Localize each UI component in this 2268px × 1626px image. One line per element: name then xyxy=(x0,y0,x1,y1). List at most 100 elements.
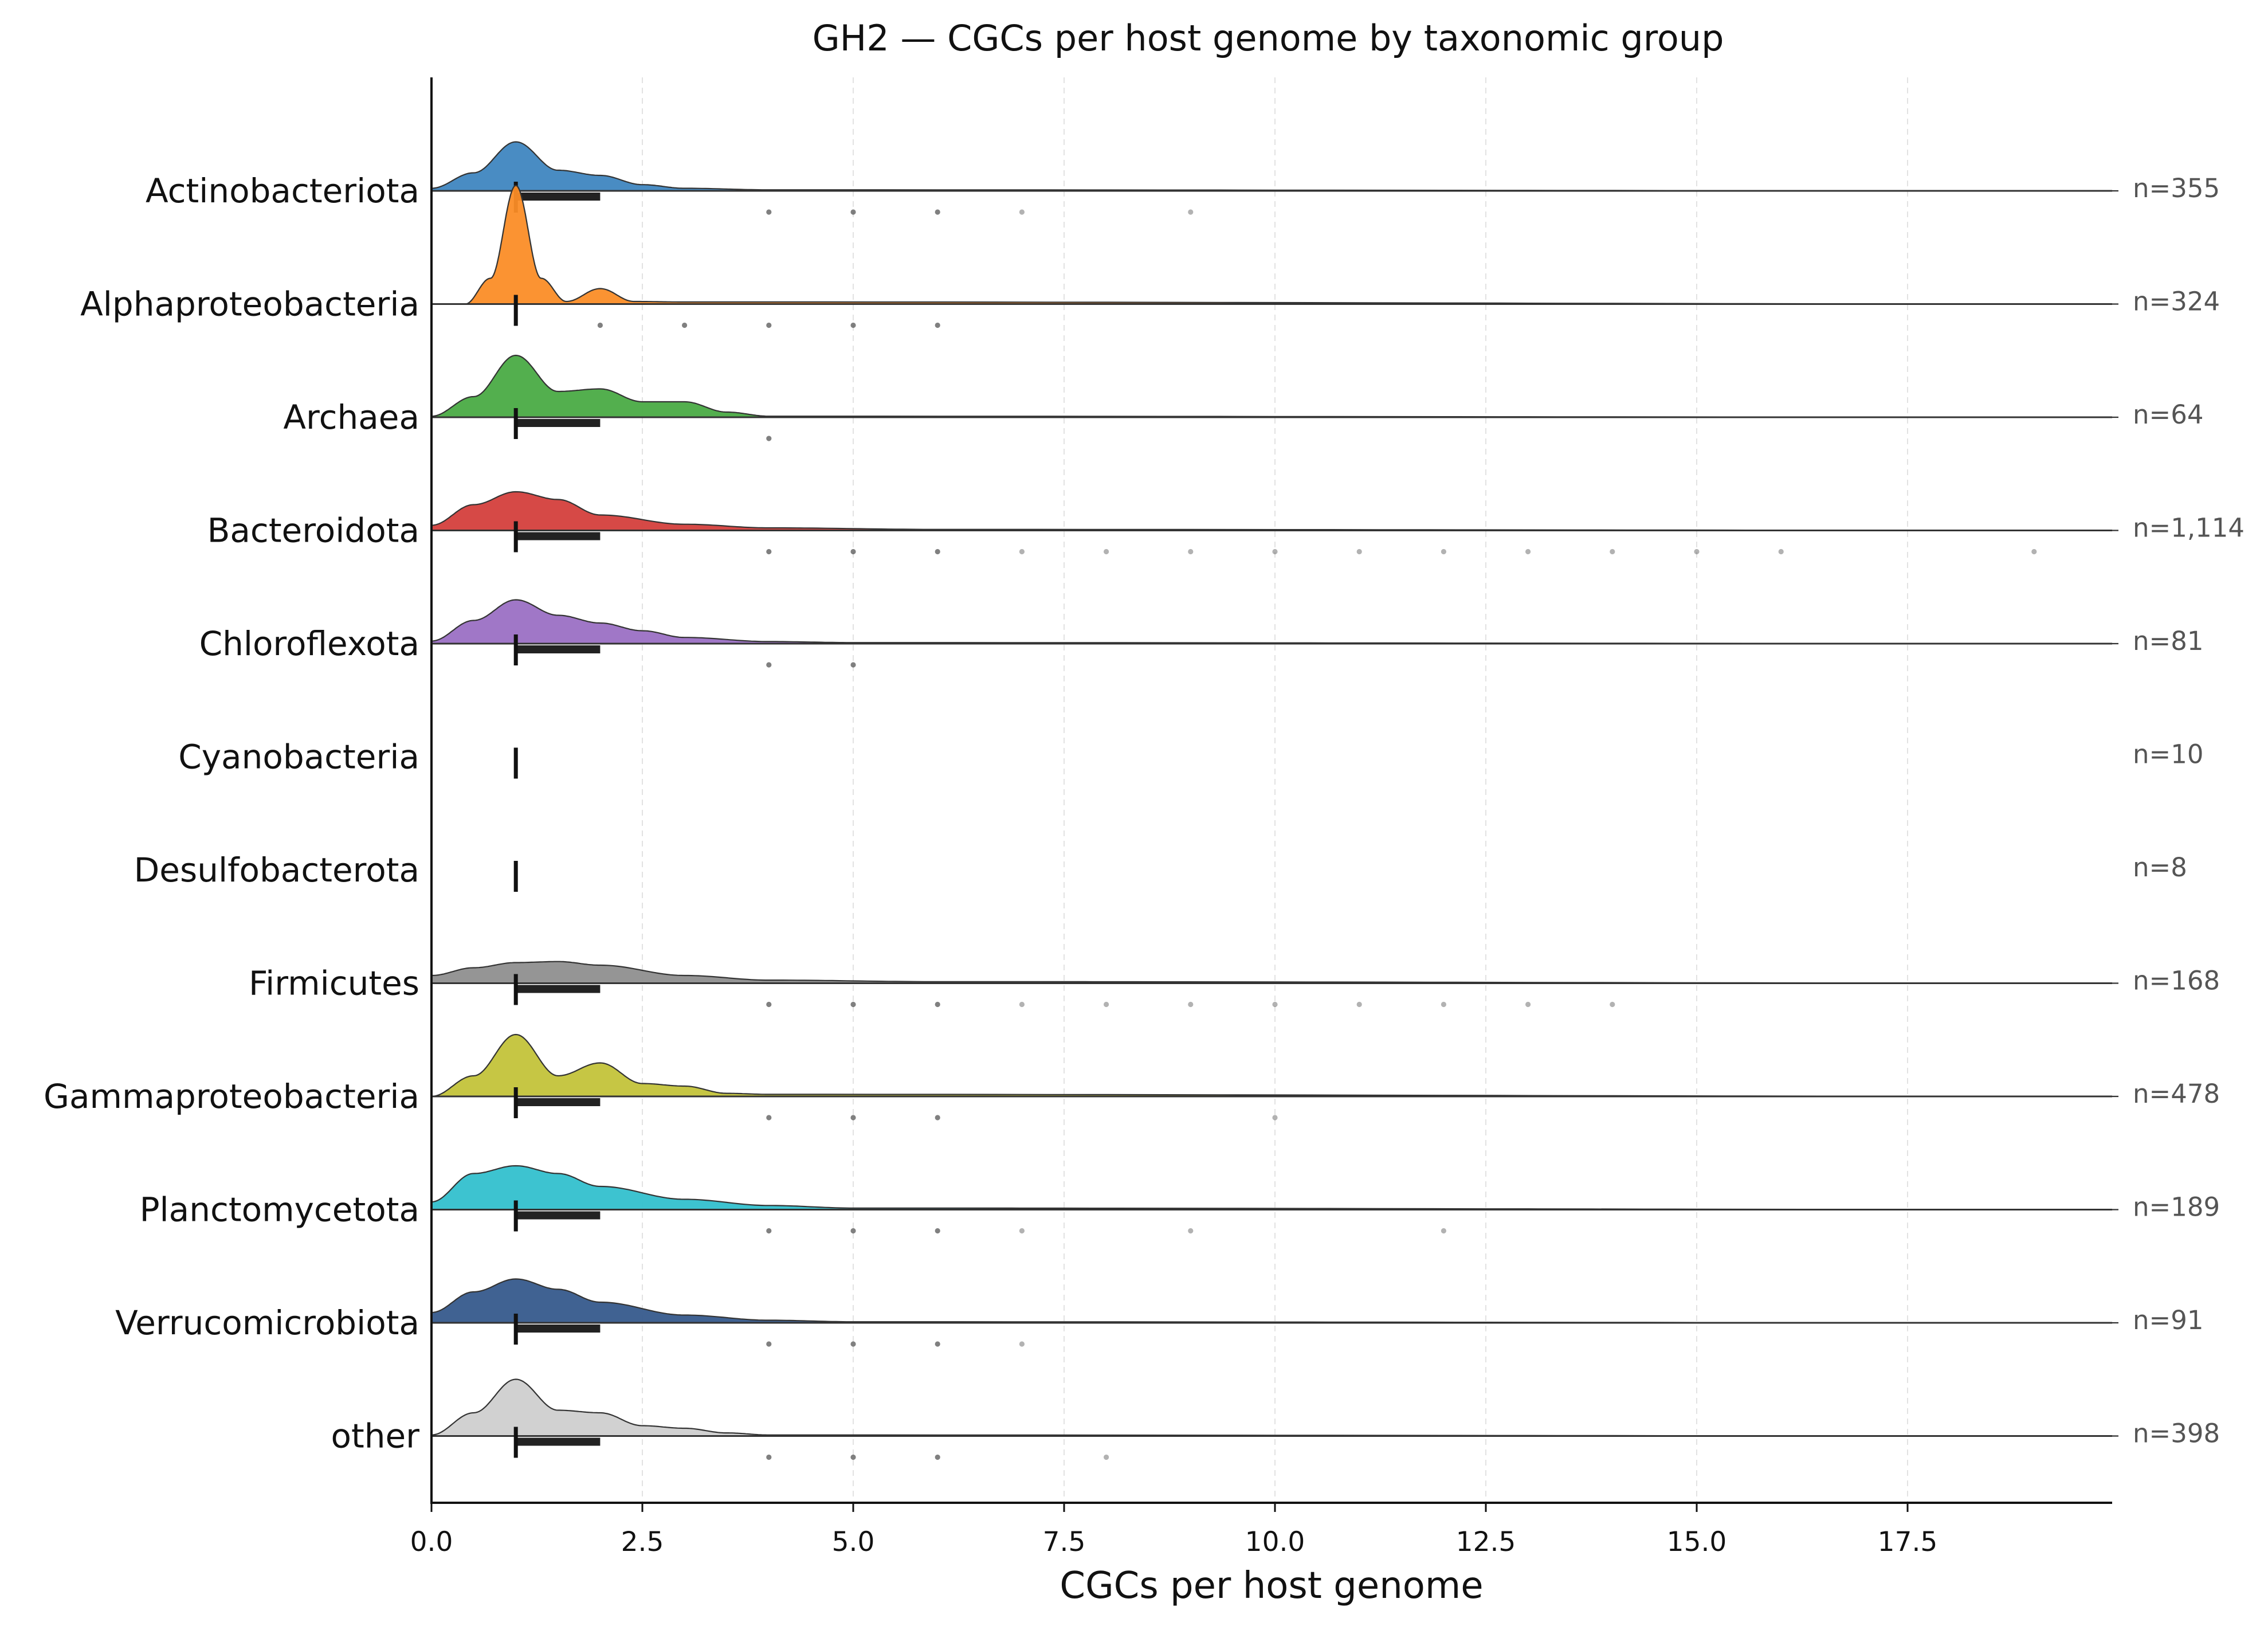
x-tick-label: 12.5 xyxy=(1456,1526,1516,1558)
density-area xyxy=(465,185,2118,305)
x-tick-label: 10.0 xyxy=(1245,1526,1305,1558)
outlier-point xyxy=(766,1115,772,1120)
sample-count-label: n=478 xyxy=(2133,1079,2220,1109)
outlier-point xyxy=(766,548,772,555)
sample-count-label: n=91 xyxy=(2133,1305,2204,1335)
x-axis-label: CGCs per host genome xyxy=(1060,1565,1483,1607)
x-tick-label: 2.5 xyxy=(621,1526,664,1558)
outlier-point xyxy=(935,548,940,555)
outlier-point xyxy=(1019,1228,1025,1234)
outlier-point xyxy=(766,209,772,215)
outlier-point xyxy=(1610,1001,1615,1008)
density-area xyxy=(430,141,2118,192)
y-tick-label: Alphaproteobacteria xyxy=(80,285,419,324)
outlier-point xyxy=(850,1115,856,1120)
outlier-point xyxy=(1019,1341,1025,1347)
density-area xyxy=(430,1165,2118,1210)
sample-count-label: n=355 xyxy=(2133,173,2220,203)
x-tick-label: 7.5 xyxy=(1043,1526,1086,1558)
ridge-row: Alphaproteobacteria n=324 xyxy=(80,185,2220,328)
sample-count-label: n=324 xyxy=(2133,287,2220,317)
sample-count-label: n=8 xyxy=(2133,852,2187,883)
outlier-point xyxy=(850,662,856,668)
outlier-point xyxy=(850,1454,856,1460)
ridge-row: other n=398 xyxy=(331,1378,2220,1460)
sample-count-label: n=81 xyxy=(2133,626,2204,656)
outlier-point xyxy=(1272,1001,1278,1008)
outlier-point xyxy=(1610,548,1615,555)
outlier-point xyxy=(766,1001,772,1008)
outlier-point xyxy=(1104,548,1109,555)
chart-title: GH2 — CGCs per host genome by taxonomic … xyxy=(813,17,1724,59)
ridge-row: Actinobacteriota n=355 xyxy=(146,141,2220,215)
ridge-row: Chloroflexota n=81 xyxy=(199,599,2204,668)
sample-count-label: n=1,114 xyxy=(2133,513,2245,543)
y-tick-label: Desulfobacterota xyxy=(134,851,419,890)
outlier-point xyxy=(766,1228,772,1234)
density-area xyxy=(430,491,2118,531)
x-tick-label: 17.5 xyxy=(1878,1526,1938,1558)
x-tick-label: 5.0 xyxy=(832,1526,875,1558)
x-tick-label: 0.0 xyxy=(410,1526,453,1558)
sample-count-label: n=168 xyxy=(2133,966,2220,996)
y-tick-label: Actinobacteriota xyxy=(146,171,419,210)
outlier-point xyxy=(2031,548,2037,555)
outlier-point xyxy=(1188,209,1194,215)
x-gridlines xyxy=(642,77,1908,1503)
y-tick-label: Verrucomicrobiota xyxy=(115,1303,419,1342)
density-area xyxy=(431,1033,2118,1098)
y-tick-label: Archaea xyxy=(283,398,419,437)
ridge-row: Bacteroidota n=1,114 xyxy=(207,491,2245,555)
outlier-point xyxy=(1778,548,1784,555)
y-tick-label: Chloroflexota xyxy=(199,624,419,663)
outlier-point xyxy=(1441,1001,1446,1008)
y-tick-label: Firmicutes xyxy=(249,964,419,1003)
outlier-point xyxy=(1019,1001,1025,1008)
outlier-point xyxy=(850,1341,856,1347)
outlier-point xyxy=(850,548,856,555)
series-layer: Actinobacteriota n=355Alphaproteobacteria… xyxy=(44,141,2245,1460)
ridge-row: Verrucomicrobiota n=91 xyxy=(115,1278,2204,1347)
outlier-point xyxy=(1104,1001,1109,1008)
outlier-point xyxy=(1441,1228,1446,1234)
outlier-point xyxy=(766,662,772,668)
outlier-point xyxy=(1019,548,1025,555)
y-tick-label: Planctomycetota xyxy=(140,1190,419,1229)
outlier-point xyxy=(850,322,856,328)
ridge-row: Desulfobacterota n=8 xyxy=(134,851,2187,892)
axes-layer xyxy=(430,77,2112,1504)
outlier-point xyxy=(1188,548,1194,555)
outlier-point xyxy=(935,1115,940,1120)
sample-count-label: n=398 xyxy=(2133,1419,2220,1449)
outlier-point xyxy=(1356,548,1362,555)
outlier-point xyxy=(1104,1454,1109,1460)
outlier-point xyxy=(766,436,772,441)
outlier-point xyxy=(935,322,940,328)
outlier-point xyxy=(1525,1001,1531,1008)
outlier-point xyxy=(935,1228,940,1234)
outlier-point xyxy=(1356,1001,1362,1008)
y-tick-label: Bacteroidota xyxy=(207,511,419,550)
sample-count-label: n=189 xyxy=(2133,1192,2220,1223)
density-area xyxy=(430,599,2118,645)
outlier-point xyxy=(682,322,688,328)
ridge-row: Firmicutes n=168 xyxy=(249,961,2220,1008)
outlier-point xyxy=(1272,548,1278,555)
outlier-point xyxy=(766,1454,772,1460)
outlier-point xyxy=(1272,1115,1278,1120)
outlier-point xyxy=(766,322,772,328)
outlier-point xyxy=(1441,548,1446,555)
ridge-row: Planctomycetota n=189 xyxy=(140,1165,2220,1234)
ridge-row: Cyanobacteria n=10 xyxy=(178,738,2204,779)
outlier-point xyxy=(597,322,603,328)
outlier-point xyxy=(935,1454,940,1460)
outlier-point xyxy=(1525,548,1531,555)
outlier-point xyxy=(1019,209,1025,215)
outlier-point xyxy=(850,1228,856,1234)
ridge-row: Gammaproteobacteria n=478 xyxy=(44,1033,2220,1120)
sample-count-label: n=10 xyxy=(2133,739,2204,770)
outlier-point xyxy=(935,1001,940,1008)
density-area xyxy=(430,354,2118,418)
ridge-row: Archaea n=64 xyxy=(283,354,2204,441)
